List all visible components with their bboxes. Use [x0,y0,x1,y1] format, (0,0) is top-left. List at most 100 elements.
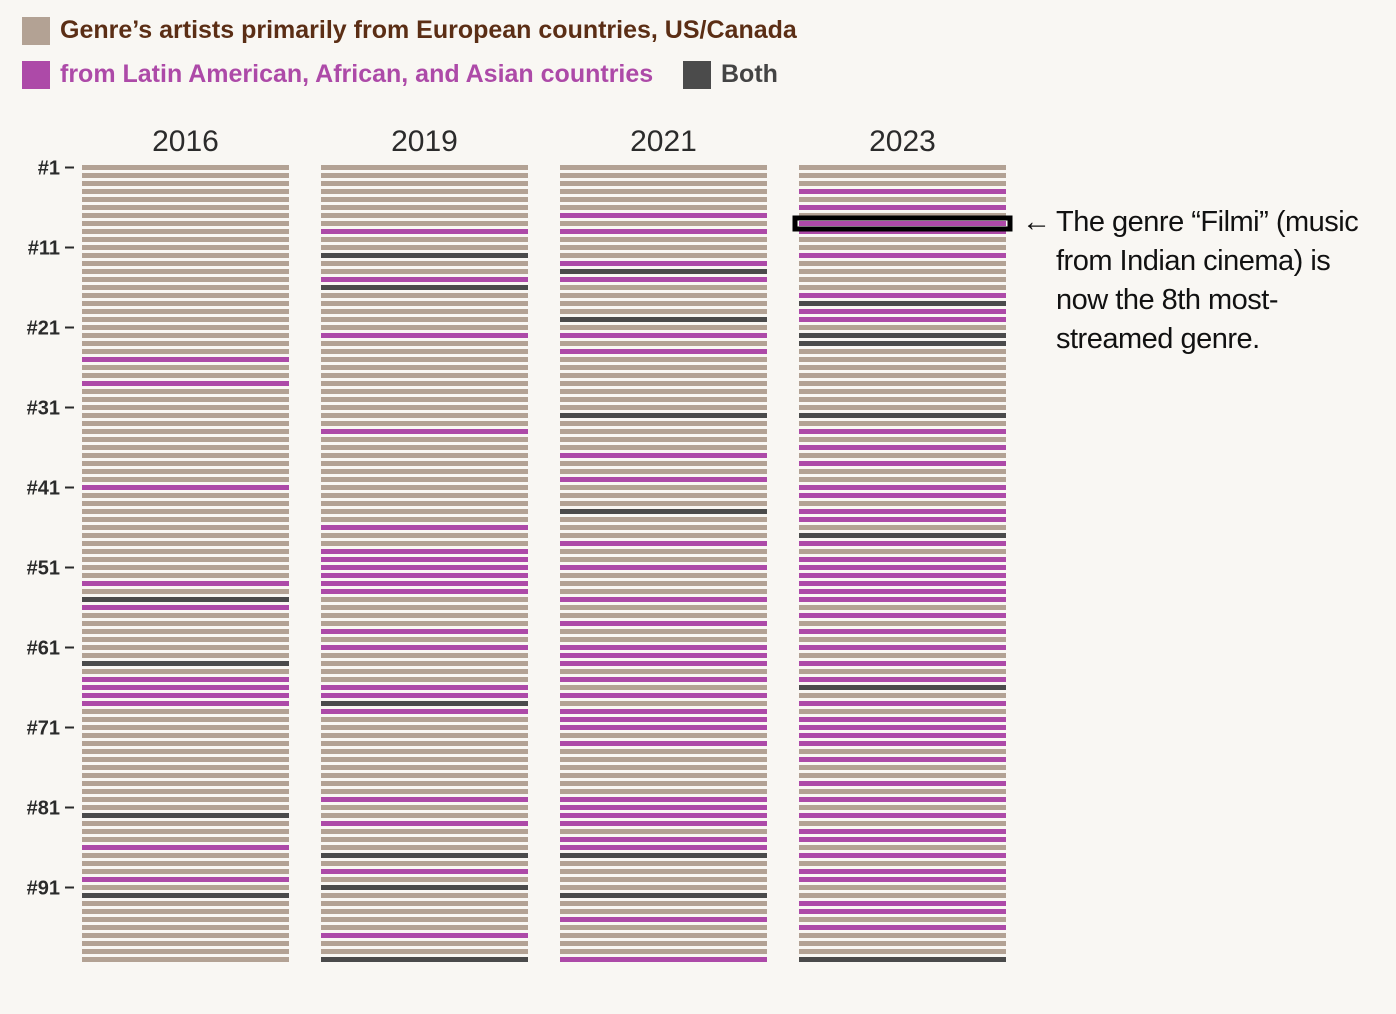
legend-label-west: Genre’s artists primarily from European … [60,16,797,44]
genre-band [82,653,289,658]
genre-band [799,357,1006,362]
genre-band [560,413,767,418]
genre-band [82,677,289,682]
genre-band [560,341,767,346]
genre-band [560,765,767,770]
genre-band [799,765,1006,770]
year-label: 2019 [391,125,458,158]
genre-band [82,517,289,522]
genre-band [321,909,528,914]
genre-band [560,429,767,434]
genre-band [560,557,767,562]
genre-band [560,829,767,834]
genre-band [321,421,528,426]
genre-band [82,277,289,282]
genre-band [82,869,289,874]
genre-band [321,349,528,354]
genre-band [321,637,528,642]
genre-band [82,493,289,498]
genre-band [82,477,289,482]
genre-band [560,357,767,362]
genre-band [321,245,528,250]
genre-band [560,701,767,706]
y-tick-label: #1 [38,158,60,180]
genre-band [82,461,289,466]
genre-band [560,893,767,898]
genre-band [799,877,1006,882]
genre-band [321,677,528,682]
genre-band [321,757,528,762]
legend-item-both: Both [683,60,778,89]
genre-band [82,901,289,906]
y-tick-label: #61 [27,638,60,660]
genre-band [799,349,1006,354]
genre-band [321,661,528,666]
genre-band [82,701,289,706]
genre-band [560,693,767,698]
genre-band [321,485,528,490]
genre-band [560,261,767,266]
genre-band [82,917,289,922]
genre-band [82,205,289,210]
genre-band [82,397,289,402]
genre-band [82,413,289,418]
genre-band [799,317,1006,322]
genre-band [321,749,528,754]
genre-band [82,333,289,338]
genre-band [560,325,767,330]
genre-band [82,325,289,330]
genre-band [82,933,289,938]
genre-band [560,301,767,306]
genre-band [321,517,528,522]
genre-band [799,597,1006,602]
genre-band [560,565,767,570]
genre-band [82,549,289,554]
genre-band [321,317,528,322]
genre-band [82,229,289,234]
genre-band [321,285,528,290]
genre-band [560,925,767,930]
genre-band [799,189,1006,194]
genre-band [560,493,767,498]
genre-band [82,285,289,290]
y-tick-label: #51 [27,558,60,580]
genre-band [321,877,528,882]
genre-band [560,813,767,818]
genre-band [82,733,289,738]
genre-band [799,421,1006,426]
genre-band [82,957,289,962]
genre-band [560,285,767,290]
genre-band [799,589,1006,594]
genre-band [799,277,1006,282]
genre-band [321,717,528,722]
genre-band [799,221,1006,226]
genre-band [82,821,289,826]
genre-band [560,213,767,218]
genre-band [82,885,289,890]
genre-band [560,845,767,850]
genre-band [799,629,1006,634]
genre-band [560,373,767,378]
genre-band [82,909,289,914]
genre-band [560,685,767,690]
genre-band [321,293,528,298]
genre-band [82,709,289,714]
genre-band [799,293,1006,298]
genre-band [799,181,1006,186]
genre-band [82,605,289,610]
genre-band [321,301,528,306]
genre-band [799,429,1006,434]
genre-band [82,741,289,746]
genre-band [82,485,289,490]
genre-band [82,829,289,834]
genre-band [321,765,528,770]
genre-band [321,213,528,218]
genre-band [321,605,528,610]
legend-item-west: Genre’s artists primarily from European … [22,16,797,45]
genre-band [799,549,1006,554]
genre-band [560,917,767,922]
genre-band [321,925,528,930]
genre-band [321,669,528,674]
genre-band [82,845,289,850]
genre-band [82,853,289,858]
